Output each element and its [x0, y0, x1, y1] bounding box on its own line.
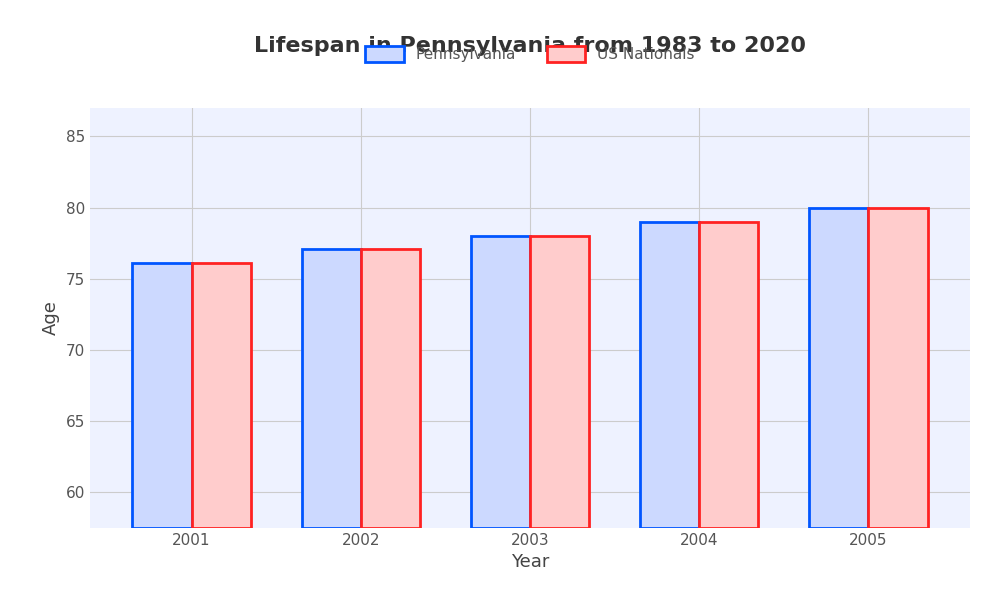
- Bar: [361, 249, 420, 528]
- Bar: [132, 263, 192, 528]
- Title: Lifespan in Pennsylvania from 1983 to 2020: Lifespan in Pennsylvania from 1983 to 20…: [254, 37, 806, 56]
- Bar: [699, 222, 758, 528]
- Y-axis label: Age: Age: [42, 301, 60, 335]
- Bar: [530, 236, 589, 528]
- Bar: [868, 208, 928, 528]
- Bar: [471, 236, 530, 528]
- Bar: [640, 222, 699, 528]
- X-axis label: Year: Year: [511, 553, 549, 571]
- Bar: [809, 208, 868, 528]
- Bar: [302, 249, 361, 528]
- Bar: [192, 263, 251, 528]
- Legend: Pennsylvania, US Nationals: Pennsylvania, US Nationals: [359, 40, 701, 68]
